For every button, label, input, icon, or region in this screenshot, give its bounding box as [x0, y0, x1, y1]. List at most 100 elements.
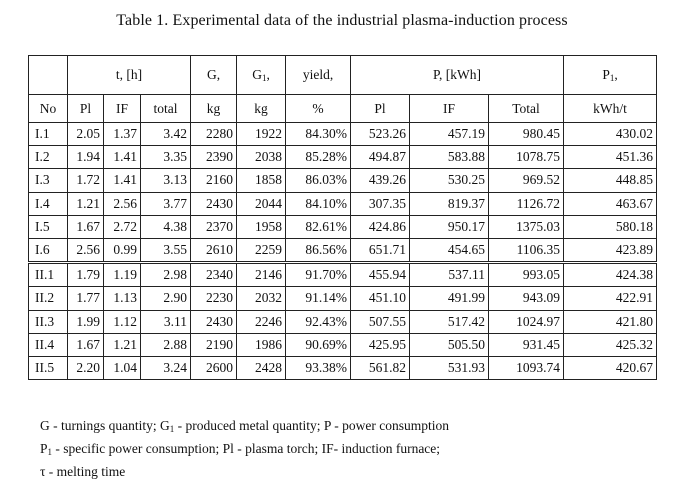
cell-time-pl: 2.56: [67, 237, 104, 264]
cell-row-id: I.6: [28, 237, 68, 264]
cell-power-pl: 439.26: [350, 168, 411, 193]
cell-power-if: 457.19: [409, 121, 490, 147]
cell-power-pl: 424.86: [350, 214, 411, 239]
cell-time-if: 2.72: [103, 214, 141, 239]
header-no: No: [28, 94, 68, 123]
footnote-line-3: τ - melting time: [40, 464, 126, 479]
cell-turnings-qty: 2190: [190, 332, 238, 357]
header-turnings: G,: [190, 55, 238, 95]
cell-time-pl: 1.67: [67, 332, 104, 357]
cell-power-if: 819.37: [409, 191, 490, 216]
cell-time-if: 1.41: [103, 168, 141, 193]
header-row-units: No Pl IF total kg kg % Pl IF Total kWh/t: [28, 94, 658, 123]
cell-power-total: 931.45: [488, 332, 565, 357]
cell-specific-power: 425.32: [563, 332, 658, 357]
header-time-if: IF: [103, 94, 141, 123]
cell-row-id: I.3: [28, 168, 68, 193]
cell-specific-power: 423.89: [563, 237, 658, 264]
header-g-unit: kg: [190, 94, 238, 123]
cell-turnings-qty: 2430: [190, 309, 238, 334]
table-row: II.2 1.77 1.13 2.90 2230 2032 91.14% 451.10 491.…: [28, 286, 658, 311]
cell-power-pl: 651.71: [350, 237, 411, 264]
footnote-line-2: P1 - specific power consumption; Pl - pl…: [40, 441, 441, 457]
cell-power-total: 980.45: [488, 121, 565, 147]
cell-power-total: 1375.03: [488, 214, 565, 239]
cell-power-if: 531.93: [409, 355, 490, 381]
cell-row-id: I.2: [28, 145, 68, 170]
cell-produced-metal-qty: 2044: [236, 191, 287, 216]
header-yield: yield,: [285, 55, 352, 95]
table-row: I.1 2.05 1.37 3.42 2280 1922 84.30% 523.26 457.1…: [28, 121, 658, 147]
cell-yield: 90.69%: [285, 332, 352, 357]
cell-power-if: 950.17: [409, 214, 490, 239]
cell-yield: 86.03%: [285, 168, 352, 193]
cell-time-pl: 1.99: [67, 309, 104, 334]
cell-produced-metal-qty: 2428: [236, 355, 287, 381]
cell-turnings-qty: 2160: [190, 168, 238, 193]
cell-specific-power: 580.18: [563, 214, 658, 239]
cell-yield: 86.56%: [285, 237, 352, 264]
cell-time-pl: 2.20: [67, 355, 104, 381]
header-power: P, [kWh]: [350, 55, 565, 95]
cell-power-if: 583.88: [409, 145, 490, 170]
table-row: II.3 1.99 1.12 3.11 2430 2246 92.43% 507.55 517.…: [28, 309, 658, 334]
cell-power-total: 993.05: [488, 261, 565, 288]
cell-power-if: 537.11: [409, 261, 490, 288]
cell-power-pl: 507.55: [350, 309, 411, 334]
header-produced-metal: G1,: [236, 55, 287, 95]
cell-power-pl: 451.10: [350, 286, 411, 311]
cell-time-if: 1.12: [103, 309, 141, 334]
cell-row-id: I.1: [28, 121, 68, 147]
cell-time-total: 3.42: [139, 121, 192, 147]
cell-power-pl: 523.26: [350, 121, 411, 147]
cell-specific-power: 424.38: [563, 261, 658, 288]
cell-turnings-qty: 2430: [190, 191, 238, 216]
cell-turnings-qty: 2610: [190, 237, 238, 264]
cell-produced-metal-qty: 1986: [236, 332, 287, 357]
cell-time-total: 3.11: [139, 309, 192, 334]
cell-time-total: 3.13: [139, 168, 192, 193]
cell-time-pl: 1.77: [67, 286, 104, 311]
cell-power-total: 1078.75: [488, 145, 565, 170]
header-yield-unit: %: [285, 94, 352, 123]
cell-time-if: 0.99: [103, 237, 141, 264]
cell-time-pl: 1.21: [67, 191, 104, 216]
table-row: I.2 1.94 1.41 3.35 2390 2038 85.28% 494.87 583.8…: [28, 145, 658, 170]
cell-time-total: 3.77: [139, 191, 192, 216]
cell-produced-metal-qty: 1958: [236, 214, 287, 239]
cell-produced-metal-qty: 2038: [236, 145, 287, 170]
cell-power-total: 943.09: [488, 286, 565, 311]
cell-power-total: 969.52: [488, 168, 565, 193]
header-power-total: Total: [488, 94, 565, 123]
header-row-main: t, [h] G, G1, yield, P, [kWh] P1,: [28, 55, 658, 95]
cell-produced-metal-qty: 2146: [236, 261, 287, 288]
cell-time-if: 1.21: [103, 332, 141, 357]
cell-time-total: 3.55: [139, 237, 192, 264]
cell-turnings-qty: 2340: [190, 261, 238, 288]
header-power-pl: Pl: [350, 94, 411, 123]
data-table-container: t, [h] G, G1, yield, P, [kWh] P1, No Pl …: [28, 55, 658, 381]
table-row: II.5 2.20 1.04 3.24 2600 2428 93.38% 561.82 531.…: [28, 355, 658, 381]
cell-produced-metal-qty: 2246: [236, 309, 287, 334]
cell-time-pl: 1.72: [67, 168, 104, 193]
cell-specific-power: 430.02: [563, 121, 658, 147]
cell-produced-metal-qty: 2032: [236, 286, 287, 311]
cell-specific-power: 463.67: [563, 191, 658, 216]
cell-power-total: 1106.35: [488, 237, 565, 264]
table-row: I.4 1.21 2.56 3.77 2430 2044 84.10% 307.35 819.3…: [28, 191, 658, 216]
cell-power-if: 454.65: [409, 237, 490, 264]
cell-time-pl: 1.67: [67, 214, 104, 239]
cell-time-if: 1.41: [103, 145, 141, 170]
cell-time-pl: 1.94: [67, 145, 104, 170]
cell-turnings-qty: 2370: [190, 214, 238, 239]
cell-row-id: II.2: [28, 286, 68, 311]
header-g1-unit: kg: [236, 94, 287, 123]
cell-row-id: II.3: [28, 309, 68, 334]
cell-yield: 84.10%: [285, 191, 352, 216]
cell-power-total: 1093.74: [488, 355, 565, 381]
header-time: t, [h]: [66, 55, 192, 95]
cell-yield: 93.38%: [285, 355, 352, 381]
table-row: II.1 1.79 1.19 2.98 2340 2146 91.70% 455.94 537.…: [28, 261, 658, 288]
table-body: I.1 2.05 1.37 3.42 2280 1922 84.30% 523.26 457.1…: [28, 121, 658, 381]
cell-yield: 92.43%: [285, 309, 352, 334]
